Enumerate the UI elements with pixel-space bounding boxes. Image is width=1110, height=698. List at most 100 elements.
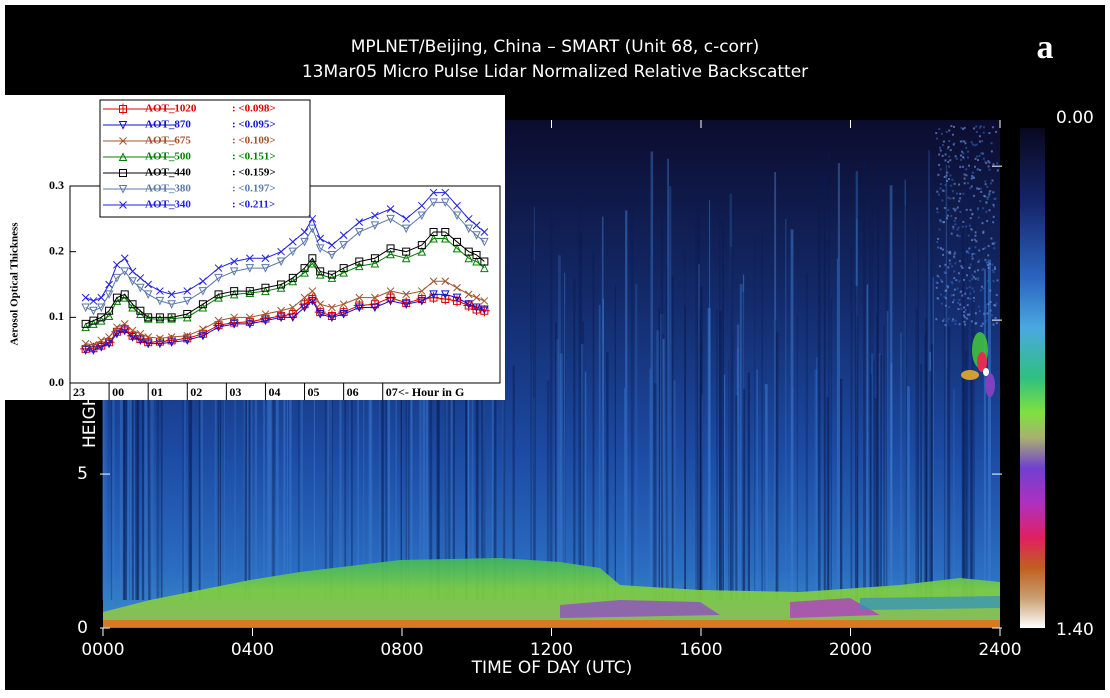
noise-dot [973,144,976,147]
noise-dot [992,271,995,274]
data-point [144,280,153,289]
x-tick-label: 2000 [829,640,872,660]
noise-dot [949,159,952,162]
noise-dot [937,173,940,176]
noise-dot [955,208,958,211]
noise-dot [940,220,943,223]
data-point [136,283,145,293]
data-point [401,300,411,309]
noise-dot [969,208,972,211]
noise-dot [987,165,990,168]
noise-dot [989,316,992,319]
noise-dot [984,303,987,306]
noise-dot [958,298,961,301]
noise-dot [958,280,961,283]
legend-marker [119,137,127,145]
noise-dot [944,297,947,300]
noise-dot [955,157,958,160]
noise-dot [951,190,954,193]
data-point [277,247,285,256]
noise-dot [987,160,990,163]
noise-dot [985,261,988,264]
noise-dot [954,223,957,226]
noise-dot [967,234,970,237]
data-point [183,287,192,295]
data-point [308,296,317,306]
data-point [261,316,270,326]
noise-dot [972,176,975,179]
noise-dot [966,317,969,320]
x-tick-label: 06 [347,385,359,399]
noise-dot [971,257,974,260]
data-point [453,237,461,246]
noise-dot [992,203,995,206]
noise-dot [947,317,950,320]
noise-dot [952,225,955,228]
data-point [300,264,309,273]
cloud [961,332,995,397]
data-point [214,264,223,272]
data-point [112,273,122,283]
noise-dot [984,320,987,323]
noise-dot [991,179,994,182]
noise-dot [990,314,993,317]
data-point [353,300,365,312]
data-point [453,283,461,292]
noise-dot [971,287,974,290]
noise-dot [956,206,959,209]
noise-dot [953,219,956,222]
noise-dot [993,247,996,250]
noise-dot [988,161,991,164]
noise-dot [958,235,961,238]
noise-dot [970,185,973,188]
aerosol-purple [790,598,880,618]
noise-dot [975,322,978,325]
legend-mean: : <0.109> [232,135,276,147]
legend-mean: : <0.211> [232,199,275,211]
noise-dot [952,255,955,258]
noise-dot [949,197,952,200]
noise-dot [992,280,995,283]
noise-dot [962,156,965,159]
data-point [315,310,325,319]
y-axis-label: Aerosol Optical Thickness [9,222,21,346]
noise-dot [980,285,983,288]
noise-dot [957,308,960,311]
x-tick-label: 0000 [81,640,124,660]
data-point [370,254,379,263]
x-tick-label: 23 [73,385,85,399]
data-point [441,188,450,197]
y-tick-label: 0.2 [49,243,64,257]
noise-dot [966,304,969,307]
noise-dot [975,240,978,243]
data-point [339,264,348,273]
noise-dot [949,262,952,265]
data-point [339,268,348,277]
y-tick-label: 0.0 [49,375,64,389]
data-point [136,306,145,315]
noise-dot [990,142,993,145]
noise-dot [961,225,964,228]
data-point [96,342,106,352]
noise-dot [992,215,995,218]
colorbar-label: 0.00 [1056,108,1094,128]
data-point [156,334,164,343]
noise-dot [996,279,999,282]
noise-dot [984,282,987,285]
noise-dot [952,318,955,321]
x-tick-label: 07 [386,385,398,399]
data-point [155,296,165,306]
noise-dot [964,142,967,145]
data-point [402,290,411,299]
noise-dot [946,171,949,174]
data-point [429,290,438,299]
noise-dot [960,126,963,129]
data-point [120,254,129,263]
data-point [401,224,411,234]
data-point [167,313,176,322]
noise-dot [984,306,987,309]
data-point [402,214,411,223]
noise-dot [947,251,950,254]
noise-dot [954,217,957,220]
noise-dot [954,262,957,265]
